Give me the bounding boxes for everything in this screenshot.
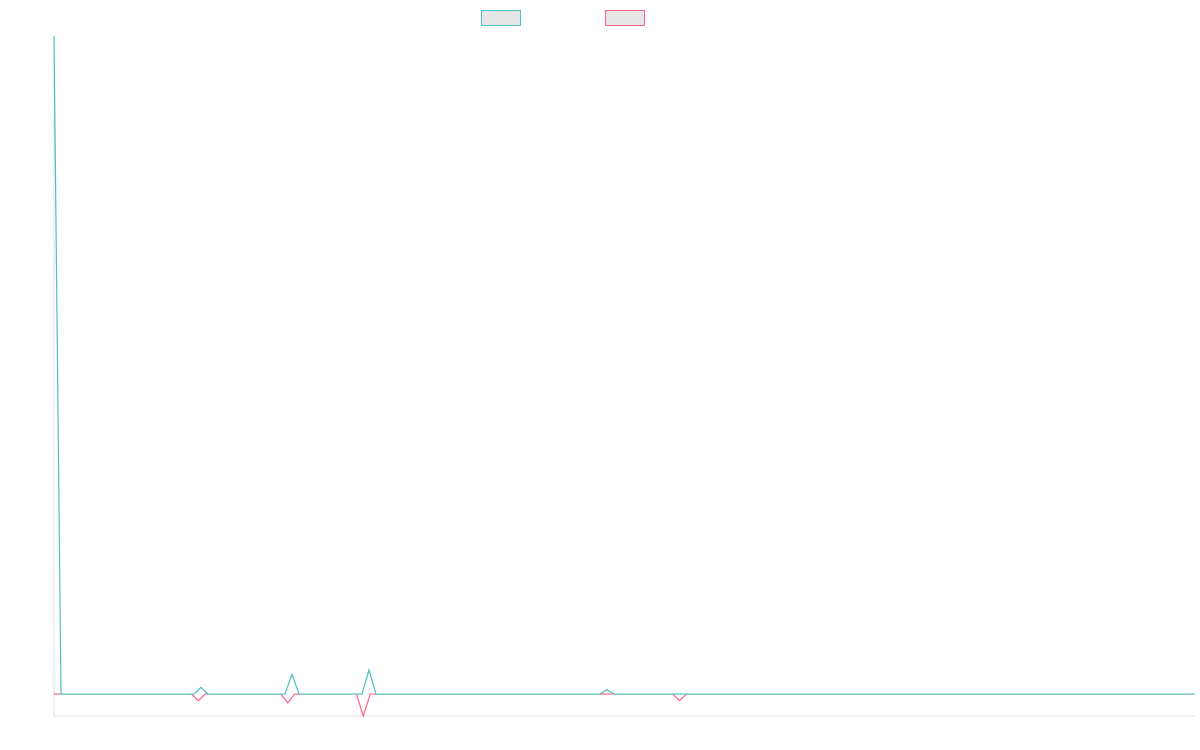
legend-swatch [481, 10, 521, 26]
legend-swatch [605, 10, 645, 26]
series-line [54, 693, 1195, 719]
series-line [53, 35, 1195, 695]
